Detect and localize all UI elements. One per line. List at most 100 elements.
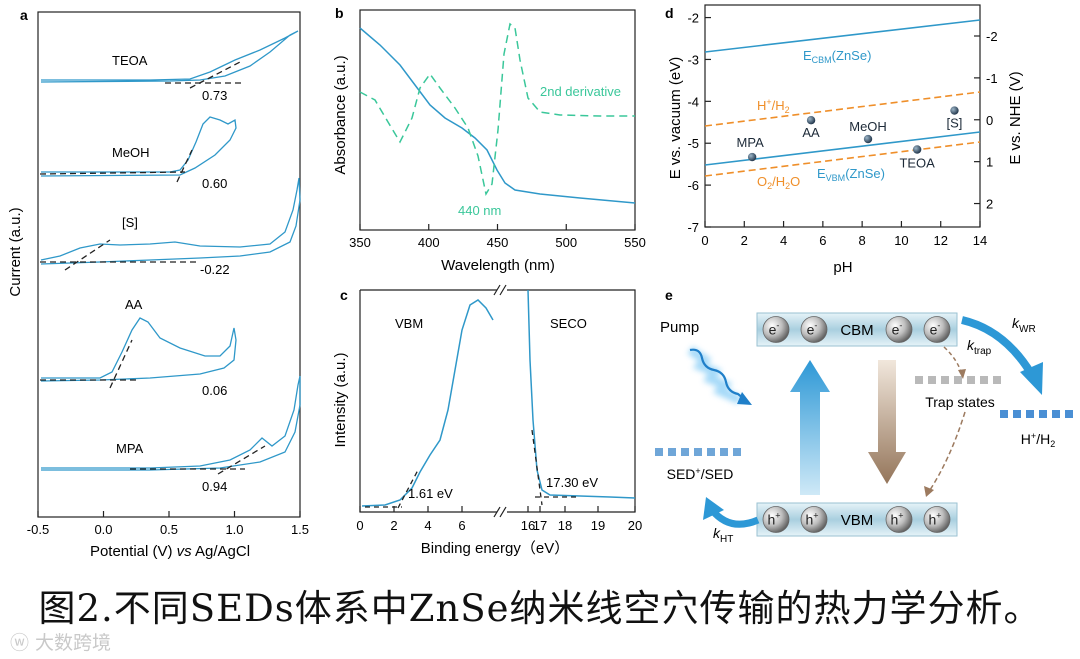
- onset-value-mpa: 0.94: [202, 479, 227, 494]
- d-ytick-left-label: -3: [687, 52, 699, 67]
- d-ytick-left-label: -6: [687, 178, 699, 193]
- onset-value-aa: 0.06: [202, 383, 227, 398]
- trace-mpa: MPA 0.94: [41, 375, 301, 494]
- c-xtick-label: 19: [591, 518, 605, 533]
- trace-meoh: MeOH 0.60: [39, 116, 237, 191]
- sed-point-label: MPA: [737, 135, 765, 150]
- charge-carrier-icon: [923, 506, 951, 533]
- d-ytick-left-label: -5: [687, 136, 699, 151]
- c-xtick-label: 18: [558, 518, 572, 533]
- charge-carrier-icon: [762, 316, 790, 343]
- sed-point-label: TEOA: [899, 156, 935, 171]
- state-square: [1052, 410, 1060, 418]
- c-xtick-label: 0: [356, 518, 363, 533]
- h-plus-h2-label: H+/H2: [757, 97, 790, 115]
- charge-carrier-label: e-: [769, 321, 780, 338]
- a-xtick-label: 1.0: [225, 522, 243, 537]
- kwr-arrow-head: [1020, 362, 1043, 395]
- o2-h2o-line: [704, 141, 981, 177]
- pump-label: Pump: [660, 319, 699, 336]
- trace-label-meoh: MeOH: [112, 145, 150, 160]
- ktrap-label: ktrap: [967, 337, 992, 357]
- d-xtick-label: 12: [933, 233, 947, 248]
- panel-b-frame: [359, 9, 636, 231]
- state-square: [681, 448, 689, 456]
- charge-carrier-icon: [885, 506, 913, 533]
- charge-carrier-label: e-: [930, 321, 941, 338]
- charge-carrier-icon: [800, 506, 828, 533]
- state-square: [967, 376, 975, 384]
- watermark: ⓦ 大数跨境: [10, 628, 111, 655]
- h2-label: H+/H2: [1021, 431, 1055, 449]
- seco-value: 17.30 eV: [546, 475, 598, 490]
- d-ytick-left-label: -7: [687, 220, 699, 235]
- c-xtick-label: 17: [533, 518, 547, 533]
- panel-b-xlabel: Wavelength (nm): [441, 257, 555, 274]
- d-xtick-label: 8: [859, 233, 866, 248]
- panel-a-frame: [37, 11, 301, 518]
- d-xtick-label: 2: [741, 233, 748, 248]
- sed-points: MPA AA MeOH TEOA [S]: [737, 106, 962, 171]
- b-xtick-label: 550: [624, 235, 646, 250]
- d-xtick-label: 4: [780, 233, 787, 248]
- kht-arrow-head: [703, 497, 724, 520]
- cbm-label: CBM: [840, 322, 873, 339]
- trap-states-label: Trap states: [925, 394, 995, 410]
- sed-squares: [655, 448, 741, 456]
- trace-teoa: TEOA 0.73: [40, 30, 299, 103]
- recombination-arrow: [868, 360, 906, 484]
- deriv-label: 2nd derivative: [540, 84, 621, 99]
- sed-point-label: MeOH: [849, 119, 887, 134]
- state-square: [993, 376, 1001, 384]
- c-xtick-label: 20: [628, 518, 642, 533]
- seco-curve: [527, 289, 636, 499]
- charge-carrier-label: h+: [767, 511, 780, 528]
- state-square: [1000, 410, 1008, 418]
- state-square: [1026, 410, 1034, 418]
- vbm-holes: h+ h+ h+ h+: [762, 506, 951, 533]
- d-ytick-right-label: 0: [986, 113, 993, 128]
- panel-c-ylabel: Intensity (a.u.): [332, 352, 349, 447]
- excitation-arrow: [790, 360, 830, 495]
- axis-break-marks: [493, 284, 507, 518]
- d-ytick-right-label: -3: [986, 0, 998, 2]
- c-xtick-label: 4: [424, 518, 431, 533]
- sed-point: [912, 145, 922, 154]
- panel-a-xlabel: Potential (V) vs Ag/AgCl: [90, 543, 250, 560]
- d-xtick-label: 6: [819, 233, 826, 248]
- o2-h2o-label: O2/H2O: [757, 174, 800, 191]
- state-square: [941, 376, 949, 384]
- seco-region-label: SECO: [550, 316, 587, 331]
- d-xtick-label: 10: [894, 233, 908, 248]
- panel-d: d E vs. vacuum (eV) E vs. NHE (V) pH 0 2 4…: [665, 0, 1024, 276]
- d-ytick-left-label: -4: [687, 94, 699, 109]
- seco-fit-lines: [531, 429, 578, 506]
- cbm-electrons: e-e-e-e-: [762, 316, 951, 343]
- panel-a: a Current (a.u.) Potential (V) vs Ag/AgC…: [7, 7, 309, 560]
- watermark-text: 大数跨境: [35, 632, 112, 654]
- watermark-logo-icon: ⓦ: [10, 632, 36, 654]
- sed-point-label: AA: [802, 125, 820, 140]
- pump-photon-icon: [687, 346, 752, 405]
- panel-b-letter: b: [335, 5, 344, 21]
- trap-state-squares: [915, 376, 1001, 384]
- b-xtick-label: 350: [349, 235, 371, 250]
- cbm-line-label: ECBM(ZnSe): [803, 48, 871, 65]
- d-ytick-right-label: -1: [986, 71, 998, 86]
- trap-arrow-2: [927, 411, 966, 494]
- panel-e: e Pump e-e-e-e- CBM h+ h+ h+ h+ VBM Trap st…: [655, 287, 1073, 545]
- d-ytick-right-label: -2: [986, 29, 998, 44]
- panel-b-xticks: 350 400 450 500 550: [349, 224, 646, 250]
- vbm-band: [756, 502, 958, 537]
- sed-point: [950, 106, 959, 115]
- panel-a-ylabel: Current (a.u.): [7, 207, 24, 296]
- peak-label: 440 nm: [458, 203, 501, 218]
- a-xtick-label: 0.5: [160, 522, 178, 537]
- state-square: [980, 376, 988, 384]
- state-square: [1039, 410, 1047, 418]
- absorbance-curve: [359, 27, 636, 204]
- state-square: [694, 448, 702, 456]
- vbm-fit-lines: [365, 469, 419, 509]
